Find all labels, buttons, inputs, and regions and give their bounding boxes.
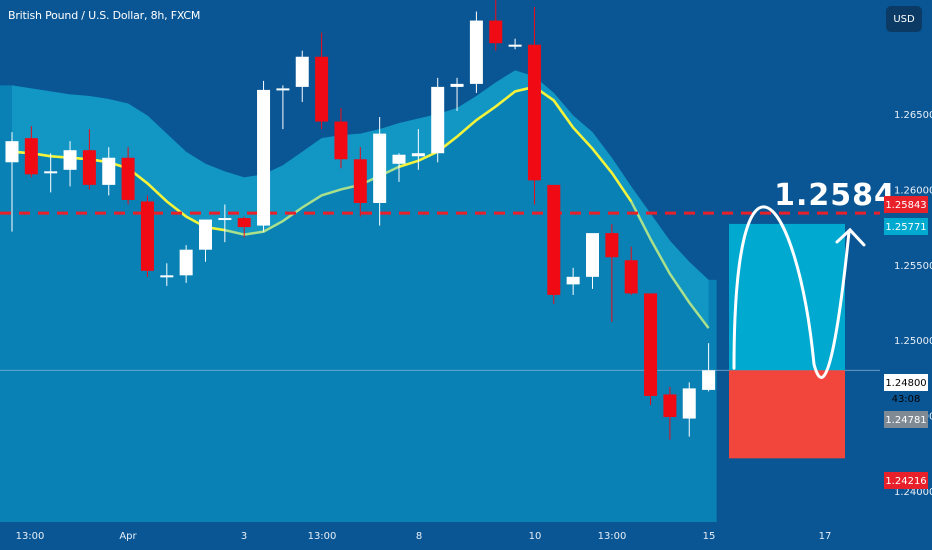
candle-body (257, 89, 271, 226)
candle-body (179, 249, 193, 276)
candle-body (644, 293, 658, 396)
price-tag: 1.24800 (885, 378, 926, 389)
x-axis-tick: 15 (703, 531, 716, 542)
candle-body (237, 218, 251, 228)
candle-body (547, 184, 561, 295)
candle-body (353, 159, 367, 203)
y-axis-tick: 1.26000 (894, 185, 932, 196)
candle-body (702, 370, 716, 390)
candle-body (315, 56, 329, 122)
candle-body (624, 260, 638, 294)
candle-body (373, 133, 387, 203)
x-axis-tick: 13:00 (308, 531, 337, 542)
candle-body (489, 20, 503, 44)
y-axis-tick: 1.24000 (894, 487, 932, 498)
x-axis-tick: Apr (119, 531, 137, 542)
forecast-arrow (732, 205, 851, 379)
candle-body (295, 56, 309, 87)
target-price-label: 1.2584 (774, 178, 896, 213)
candle-body (392, 154, 406, 164)
y-axis-tick: 1.25000 (894, 336, 932, 347)
candle-body (586, 233, 599, 277)
price-tag-bg (884, 374, 928, 391)
candle-body (218, 218, 232, 221)
x-axis-tick: 13:00 (16, 531, 45, 542)
candle-body (605, 233, 619, 258)
candle-body (566, 276, 580, 285)
candle-body (63, 150, 77, 170)
candle-body (508, 44, 522, 47)
candle-body (199, 219, 212, 250)
candle-body (5, 141, 19, 163)
candle-body (160, 275, 174, 278)
candle-body (527, 44, 541, 181)
moving-average-highlight (11, 150, 226, 232)
x-axis-tick: 13:00 (598, 531, 627, 542)
candle-body (24, 138, 38, 175)
candle-body (469, 20, 483, 84)
currency-button[interactable]: USD (886, 6, 922, 32)
target-zone (729, 223, 845, 371)
symbol-title: British Pound / U.S. Dollar, 8h, FXCM (8, 9, 201, 22)
price-tag-bg (884, 196, 928, 213)
price-tag: 1.24781 (885, 415, 926, 426)
forecast-arrow-head (835, 227, 866, 247)
price-tag-bg (884, 218, 928, 235)
y-axis-tick: 1.26500 (894, 110, 932, 121)
candle-body (44, 171, 58, 174)
candle-body (102, 157, 116, 185)
candle-body (431, 86, 445, 154)
candle-body (663, 394, 677, 418)
candle-body (450, 83, 464, 87)
candle-body (682, 388, 696, 419)
x-axis-tick: 3 (241, 531, 247, 542)
stop-zone (729, 370, 845, 459)
price-tag: 1.25843 (885, 200, 926, 211)
candle-body (121, 157, 135, 200)
area-band (12, 70, 709, 329)
candle-body (334, 121, 348, 160)
price-tag: 43:08 (892, 394, 921, 405)
price-tag: 1.25771 (885, 222, 926, 233)
price-tag-bg (884, 411, 928, 428)
candle-body (82, 150, 96, 185)
price-tag-bg (884, 472, 928, 489)
candle-body (140, 201, 154, 271)
x-axis-tick: 8 (416, 531, 422, 542)
price-tag: 1.24216 (885, 476, 926, 487)
x-axis-tick: 17 (819, 531, 832, 542)
y-axis-tick: 1.25500 (894, 261, 932, 272)
candle-body (276, 88, 290, 91)
x-axis-tick: 10 (529, 531, 542, 542)
candle-body (411, 153, 425, 157)
